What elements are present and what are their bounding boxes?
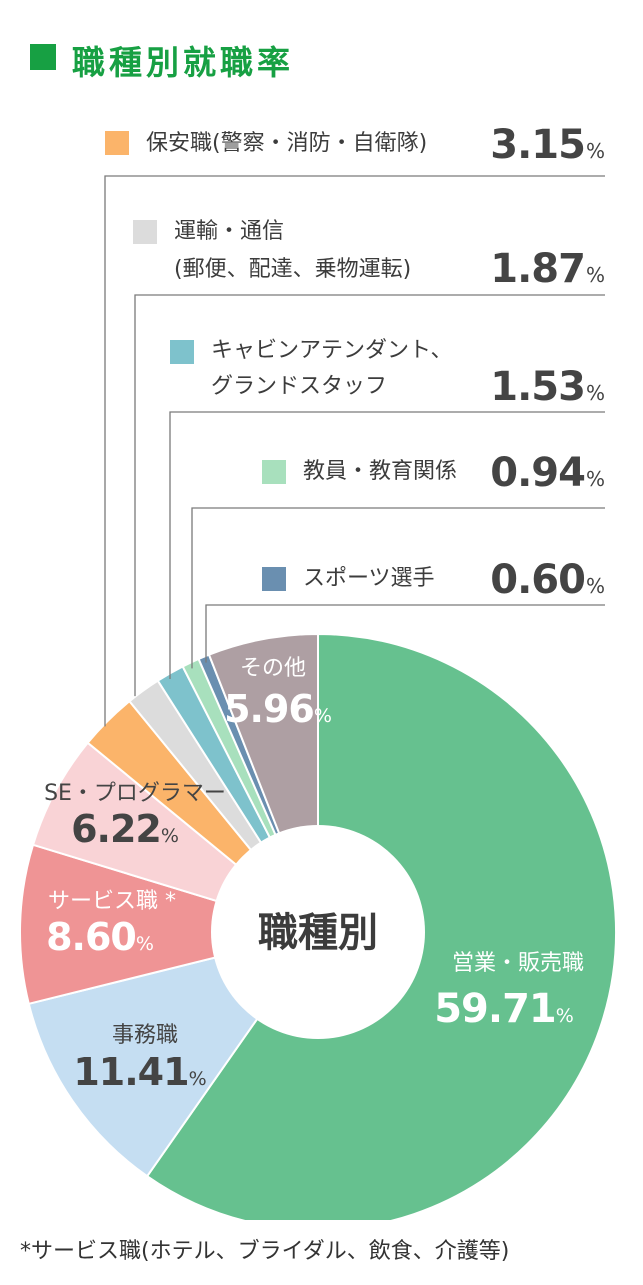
slice-value-label: 59.71% bbox=[434, 986, 574, 1032]
legend-label: (郵便、配達、乗物運転) bbox=[174, 257, 412, 282]
legend-leader-line bbox=[169, 411, 605, 680]
legend-leader-line bbox=[134, 294, 605, 697]
legend-label: グランドスタッフ bbox=[211, 374, 388, 399]
legend-value: 0.94% bbox=[490, 450, 605, 496]
pie-center-hole bbox=[211, 825, 425, 1039]
legend-label: 保安職(警察・消防・自衛隊) bbox=[146, 131, 428, 156]
legend-leader-line bbox=[104, 175, 605, 727]
legend-label: 教員・教育関係 bbox=[303, 459, 458, 484]
slice-name-label: サービス職 * bbox=[48, 889, 176, 914]
title-square-icon bbox=[30, 44, 56, 70]
footnote: *サービス職(ホテル、ブライダル、飲食、介護等) bbox=[20, 1239, 510, 1264]
legend-swatch bbox=[262, 460, 286, 484]
center-label: 職種別 bbox=[258, 910, 378, 956]
legend-value: 0.60% bbox=[490, 557, 605, 603]
slice-name-label: 営業・販売職 bbox=[452, 951, 584, 976]
legend-swatch bbox=[262, 567, 286, 591]
legend-value: 1.53% bbox=[490, 364, 605, 410]
legend-label: 運輸・通信 bbox=[174, 219, 285, 244]
legend-swatch bbox=[105, 131, 129, 155]
legend-value: 3.15% bbox=[490, 122, 605, 168]
legend-value: 1.87% bbox=[490, 246, 605, 292]
legend-label: スポーツ選手 bbox=[303, 566, 435, 591]
legend-label: キャビンアテンダント、 bbox=[211, 338, 453, 363]
slice-name-label: その他 bbox=[240, 656, 306, 681]
page-title: 職種別就職率 bbox=[72, 43, 294, 82]
slice-value-label: 11.41% bbox=[73, 1050, 206, 1094]
slice-name-label: SE・プログラマー bbox=[44, 781, 226, 806]
pie-slice-2 bbox=[19, 843, 322, 1006]
legend-swatch bbox=[170, 340, 194, 364]
slice-name-label: 事務職 bbox=[112, 1023, 178, 1048]
legend-swatch bbox=[133, 220, 157, 244]
legend-leader-line bbox=[191, 507, 605, 669]
legend-leader-line bbox=[205, 604, 605, 663]
